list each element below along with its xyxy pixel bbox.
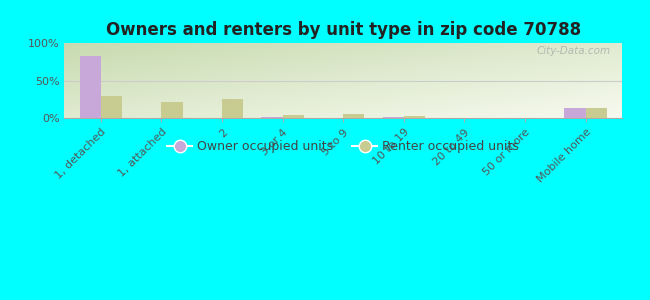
Bar bbox=[101, 96, 122, 118]
Bar bbox=[383, 117, 404, 118]
Bar bbox=[564, 108, 586, 118]
Title: Owners and renters by unit type in zip code 70788: Owners and renters by unit type in zip c… bbox=[106, 21, 581, 39]
Text: City-Data.com: City-Data.com bbox=[537, 46, 611, 56]
Bar bbox=[222, 99, 243, 118]
Bar bbox=[161, 102, 183, 118]
Bar bbox=[80, 56, 101, 118]
Bar bbox=[343, 113, 365, 118]
Bar bbox=[261, 117, 283, 118]
Legend: Owner occupied units, Renter occupied units: Owner occupied units, Renter occupied un… bbox=[162, 135, 524, 158]
Bar bbox=[586, 108, 607, 118]
Bar bbox=[283, 115, 304, 118]
Bar bbox=[404, 116, 425, 118]
